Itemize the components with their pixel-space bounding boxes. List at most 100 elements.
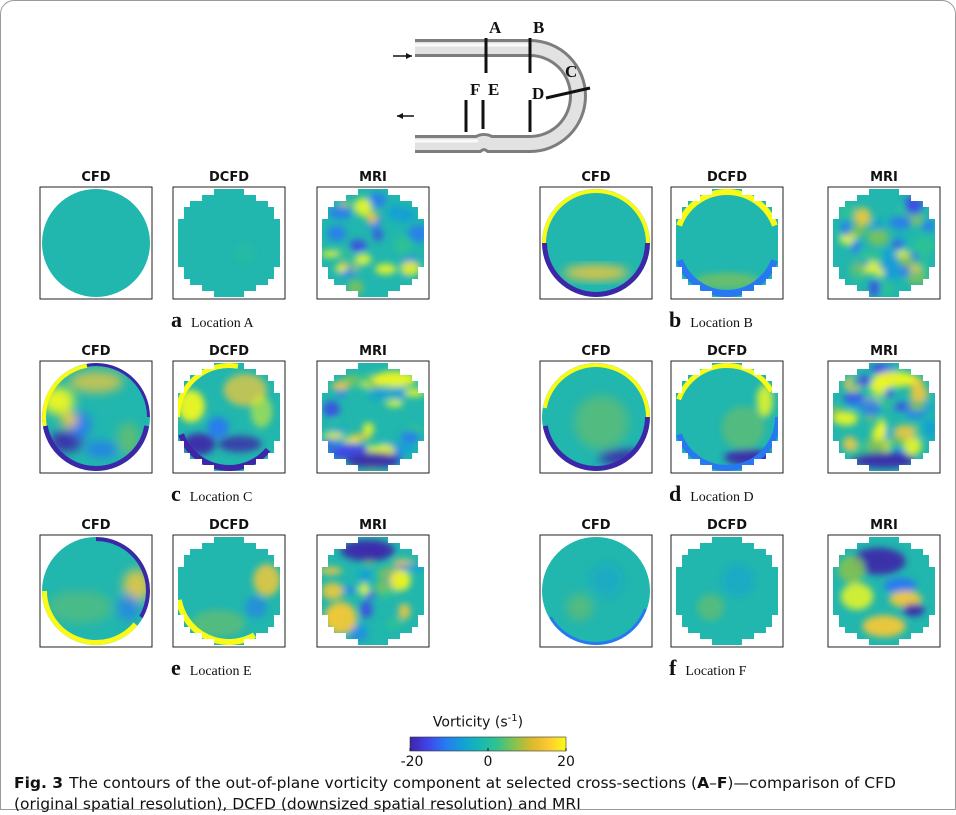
vorticity-blob	[178, 390, 205, 423]
vorticity-blob	[875, 267, 885, 278]
panel-d-mri	[827, 360, 941, 474]
colorbar-title-exponent: -1	[507, 713, 518, 724]
vorticity-ring	[542, 242, 650, 297]
vorticity-blob	[407, 224, 424, 243]
pipe-schematic	[393, 38, 591, 153]
vorticity-blob	[851, 547, 906, 575]
panel-e-mri	[316, 534, 430, 648]
vorticity-blob	[834, 411, 858, 426]
col-header-cfd: CFD	[81, 344, 111, 359]
vorticity-blob	[846, 226, 867, 237]
vorticity-blob	[207, 417, 229, 439]
vorticity-blob	[840, 582, 874, 610]
colorbar-tick-label: 20	[557, 754, 575, 770]
vorticity-blob	[870, 363, 887, 375]
panel-c-cfd	[39, 360, 153, 474]
vorticity-blob	[912, 236, 935, 256]
caption-text-1: The contours of the out-of-plane vortici…	[69, 774, 698, 792]
colorbar-title-close: )	[517, 714, 524, 731]
caption-bold-a: A	[697, 774, 710, 792]
col-header-cfd: CFD	[81, 518, 111, 533]
caption-text-2: )—comparison of CFD (original spatial re…	[14, 774, 896, 813]
vorticity-blob	[376, 580, 389, 593]
vorticity-ring	[42, 425, 150, 471]
vorticity-blob	[47, 591, 113, 624]
vorticity-field	[178, 189, 280, 297]
figure-caption: Fig. 3 The contours of the out-of-plane v…	[14, 773, 944, 815]
col-header-mri: MRI	[359, 344, 387, 359]
vorticity-blob	[869, 280, 881, 297]
vorticity-blob	[913, 422, 923, 441]
panel-caption-b: b Location B	[669, 307, 753, 333]
vorticity-blob	[358, 583, 370, 596]
panel-location: Location C	[189, 490, 253, 505]
panel-caption-d: d Location D	[669, 481, 754, 507]
vorticity-blob	[842, 436, 857, 451]
vorticity-blob	[721, 564, 754, 597]
panel-f-mri	[827, 534, 941, 648]
vorticity-blob	[889, 215, 912, 230]
vorticity-blob	[354, 373, 373, 384]
colorbar-title: Vorticity (s-1)	[340, 713, 616, 731]
schematic-label-d: D	[532, 84, 545, 103]
vorticity-blob	[366, 210, 378, 224]
panel-a-mri	[316, 186, 430, 300]
vorticity-blob	[340, 539, 395, 562]
vorticity-blob	[362, 422, 374, 436]
schematic-label-c: C	[565, 62, 578, 81]
vorticity-blob	[322, 566, 343, 575]
vorticity-blob	[590, 564, 623, 597]
colorbar-title-text: Vorticity (s	[432, 714, 508, 731]
vorticity-blob	[841, 219, 851, 237]
vorticity-blob	[359, 568, 372, 583]
vorticity-blob	[389, 569, 411, 591]
panel-b-dcfd	[670, 186, 784, 300]
panel-caption-a: a Location A	[171, 307, 254, 333]
panel-letter: e	[171, 655, 181, 680]
vorticity-blob	[921, 220, 935, 232]
vorticity-blob	[877, 418, 887, 435]
vorticity-blob	[328, 206, 352, 220]
vorticity-blob	[891, 240, 904, 249]
vorticity-blob	[869, 250, 884, 263]
vorticity-blob	[373, 371, 417, 388]
pipe-highlight	[415, 42, 584, 150]
vorticity-blob	[838, 555, 866, 583]
panel-letter: f	[669, 655, 677, 680]
vorticity-blob	[191, 609, 246, 637]
vorticity-ring	[42, 590, 138, 645]
vorticity-blob	[390, 383, 406, 401]
caption-bold-f: F	[716, 774, 728, 792]
panel-a-cfd	[39, 186, 153, 300]
vorticity-blob	[851, 452, 917, 469]
vorticity-blob	[323, 401, 340, 417]
vorticity-ring	[178, 433, 271, 471]
schematic-label-e: E	[488, 80, 500, 99]
vorticity-blob	[889, 591, 922, 608]
vorticity-blob	[339, 586, 357, 594]
vorticity-blob	[721, 406, 765, 450]
vorticity-ring	[676, 258, 778, 297]
colorbar-tick-label: 0	[483, 754, 493, 770]
vorticity-blob	[861, 398, 881, 416]
vorticity-blob	[373, 229, 383, 241]
panel-f-cfd	[539, 534, 653, 648]
vorticity-blob	[566, 593, 594, 621]
vorticity-blob	[218, 435, 262, 453]
vorticity-blob	[375, 263, 397, 275]
vorticity-blob	[853, 207, 872, 227]
vorticity-blob	[368, 192, 387, 208]
inflow-arrow-head	[406, 53, 412, 59]
vorticity-blob	[902, 603, 925, 617]
vorticity-ring	[542, 189, 650, 244]
panel-caption-e: e Location E	[171, 655, 252, 681]
vorticity-blob	[60, 411, 78, 428]
col-header-dcfd: DCFD	[208, 344, 249, 359]
vorticity-blob	[890, 402, 912, 411]
vorticity-blob	[400, 260, 421, 276]
vorticity-ring	[86, 363, 150, 418]
col-header-dcfd: DCFD	[208, 518, 249, 533]
vorticity-blob	[368, 388, 391, 400]
panel-e-dcfd	[172, 534, 286, 648]
col-header-mri: MRI	[870, 170, 898, 185]
